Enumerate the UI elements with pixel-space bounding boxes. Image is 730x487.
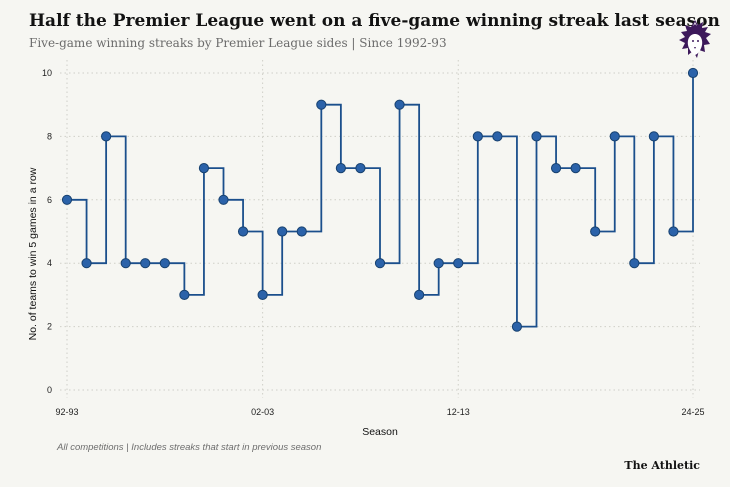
brand-logo: The Athletic	[624, 459, 700, 472]
data-point: 96-97: 4	[140, 258, 151, 269]
data-point: 10-11: 3	[414, 289, 425, 300]
y-tick-label: 2	[47, 322, 52, 332]
x-tick-label: 24-25	[681, 407, 704, 417]
footnote: All competitions | Includes streaks that…	[57, 442, 322, 453]
x-tick-label: 02-03	[251, 407, 274, 417]
data-point: 03-04: 5	[277, 226, 288, 237]
y-tick-label: 4	[47, 258, 52, 268]
data-point: 08-09: 4	[374, 258, 386, 269]
data-point: 94-95: 8	[101, 131, 112, 142]
data-point: 07-08: 7	[355, 163, 366, 174]
data-point: 21-22: 4	[629, 258, 640, 269]
data-point: 05-06: 9	[316, 99, 327, 110]
x-tick-label: 12-13	[447, 407, 470, 417]
data-point: 02-03: 3	[257, 289, 268, 300]
premier-league-lion-icon	[679, 20, 711, 58]
data-point: 22-23: 8	[648, 131, 659, 142]
data-point: 18-19: 7	[570, 163, 581, 174]
data-point: 06-07: 7	[335, 163, 346, 174]
chart-title: Half the Premier League went on a five-g…	[29, 11, 720, 31]
data-point: 04-05: 5	[296, 226, 307, 237]
data-point: 09-10: 9	[394, 99, 405, 110]
data-point: 01-02: 5	[237, 226, 249, 237]
data-point: 95-96: 4	[120, 258, 131, 269]
data-point: 15-16: 2	[511, 321, 523, 332]
data-point: 23-24: 5	[668, 226, 679, 237]
data-point: 24-25: 10	[687, 67, 699, 79]
x-tick-label: 92-93	[55, 407, 78, 417]
data-point: 97-98: 4	[159, 258, 170, 269]
chart-subtitle: Five-game winning streaks by Premier Lea…	[29, 36, 447, 50]
data-point: 11-12: 4	[433, 258, 444, 269]
data-point: 93-94: 4	[81, 258, 92, 269]
y-tick-label: 10	[42, 68, 52, 78]
y-axis-title: No. of teams to win 5 games in a row	[27, 167, 39, 340]
data-point: 98-99: 3	[179, 289, 190, 300]
data-point: 12-13: 4	[453, 258, 464, 269]
data-point: 13-14: 8	[472, 131, 483, 142]
data-point: 14-15: 8	[492, 131, 503, 142]
x-axis-title: Season	[362, 426, 398, 438]
y-tick-label: 8	[47, 131, 52, 141]
data-point: 99-00: 7	[198, 163, 210, 174]
data-point: 19-20: 5	[590, 226, 601, 237]
data-point: 16-17: 8	[531, 131, 542, 142]
data-point: 17-18: 7	[550, 163, 562, 174]
data-point: 20-21: 8	[609, 131, 620, 142]
data-point: 92-93: 6	[61, 194, 73, 205]
data-point: 00-01: 6	[218, 194, 229, 205]
y-tick-label: 0	[47, 385, 52, 395]
series-line	[67, 73, 694, 328]
y-tick-label: 6	[47, 195, 52, 205]
